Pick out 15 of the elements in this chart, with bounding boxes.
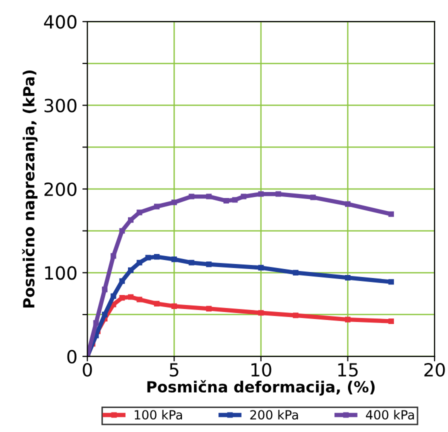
x-tick-label: 15 (338, 363, 358, 377)
x-tick-label: 0 (82, 362, 92, 377)
legend-label: 200 kPa (250, 410, 298, 420)
y-tick-label: 200 (44, 182, 76, 196)
x-tick-label: 5 (170, 363, 178, 377)
y-tick-label: 0 (67, 350, 76, 364)
x-tick-label: 10 (251, 362, 272, 377)
legend-label: 400 kPa (366, 410, 414, 420)
x-tick-label: 20 (424, 362, 445, 377)
legend-label: 100 kPa (134, 410, 182, 420)
y-tick-label: 400 (44, 15, 76, 29)
y-tick-label: 300 (44, 98, 76, 112)
y-tick-label: 100 (45, 266, 76, 280)
x-axis-title: Posmična deformacija, (%) (147, 380, 375, 396)
y-axis-title: Posmično naprezanja, (kPa) (22, 70, 38, 308)
